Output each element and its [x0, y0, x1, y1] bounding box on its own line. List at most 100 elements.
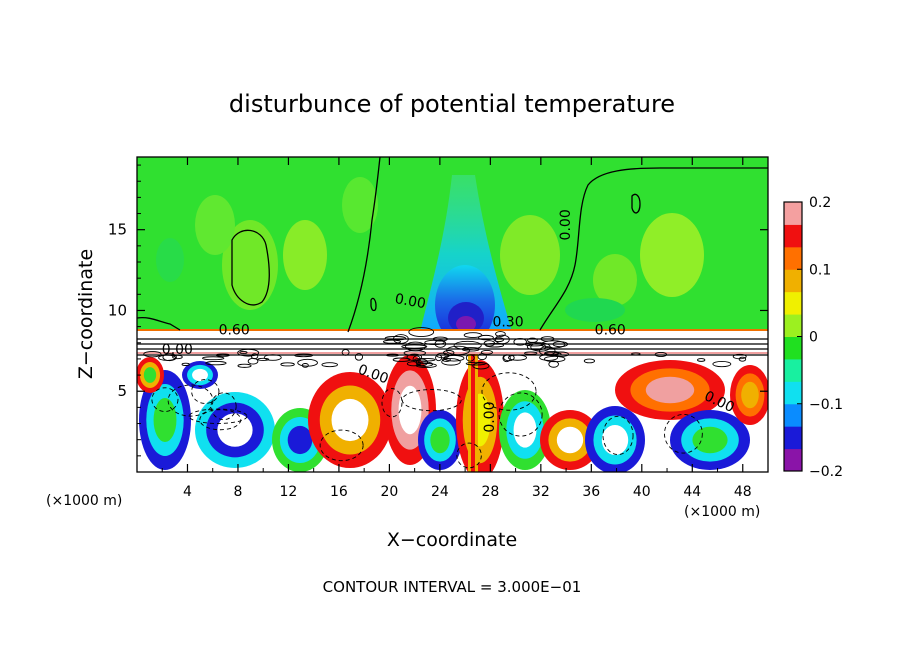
contour-line [205, 360, 227, 366]
field-swirl [692, 426, 728, 454]
field-patch [640, 213, 704, 297]
field-band [137, 329, 768, 331]
contour-line [408, 327, 435, 337]
contour-line [172, 354, 183, 360]
contour-line [507, 354, 527, 361]
contour-line [664, 413, 703, 454]
contour-line [354, 353, 364, 361]
contour-line [181, 362, 190, 366]
colorbar-tick-label: −0.2 [809, 464, 843, 480]
contour-line [540, 336, 555, 342]
contour-line [480, 349, 493, 355]
contour-line [583, 358, 595, 364]
contour-line [493, 337, 505, 343]
contour-line [494, 334, 510, 345]
colorbar-tick-label: 0.1 [809, 262, 831, 278]
contour-line [188, 408, 248, 424]
contour-line [602, 415, 634, 455]
contour-line [321, 362, 338, 368]
contour-line [415, 358, 428, 367]
contour-line [543, 352, 562, 357]
contour-line [548, 360, 559, 368]
contour-line [191, 379, 220, 404]
plot-frame [136, 156, 769, 473]
contour-line [453, 340, 482, 350]
inversion-band [137, 330, 768, 352]
contour-line [210, 392, 237, 421]
field-swirl [287, 425, 313, 455]
contour-line [414, 358, 436, 362]
colorbar-swatch [784, 269, 802, 293]
colorbar-swatch [784, 224, 802, 248]
x-axis-label: X−coordinate [387, 529, 517, 551]
y-axis: 5 10 15 [108, 164, 768, 457]
field-band [137, 352, 768, 355]
contour-line [237, 363, 252, 368]
field-swirl [217, 413, 253, 447]
y-tick-label: 15 [108, 221, 127, 239]
contour-line [424, 339, 445, 346]
contour-line [247, 357, 259, 365]
x-tick-label: 24 [431, 484, 449, 500]
contour-line [654, 352, 668, 357]
field-swirl [430, 426, 450, 454]
field-swirl [143, 367, 157, 383]
contour-line [712, 360, 732, 368]
contour-line [631, 352, 641, 356]
field-patch [222, 220, 278, 310]
colorbar-swatch [784, 202, 802, 225]
contour-noise [143, 327, 747, 469]
y-tick-label: 5 [117, 382, 127, 400]
contour-line [481, 372, 537, 411]
x-tick-label: 48 [734, 484, 752, 500]
contour-line [436, 352, 450, 359]
x-tick-label: 4 [183, 484, 192, 500]
field-patch [156, 238, 184, 282]
contour-line [544, 355, 566, 363]
contour-line [401, 344, 428, 349]
contour-line [472, 362, 490, 370]
field-swirl [556, 426, 584, 454]
field-swirl [601, 425, 629, 455]
colorbar-swatch [784, 336, 802, 360]
lower-swirls [137, 354, 768, 472]
contour-label: 0.00 [394, 291, 427, 312]
contour-line [530, 342, 551, 352]
field-swirl [192, 368, 208, 382]
contour-line [231, 229, 270, 306]
contour-line [539, 167, 768, 331]
y-axis-label: Z−coordinate [75, 249, 97, 379]
x-tick-label: 28 [481, 484, 499, 500]
colorbar-swatch [784, 291, 802, 315]
contour-line [415, 363, 437, 369]
contour-line [465, 354, 475, 362]
contour-line [406, 353, 423, 361]
contour-line [370, 297, 377, 312]
contour-line [162, 353, 177, 362]
colorbar-swatch [784, 426, 802, 450]
contour-line [294, 353, 314, 358]
field-swirl [513, 412, 537, 448]
contour-label: 0.00 [558, 209, 574, 240]
x-axis: 4 8 12 16 20 24 28 32 36 40 44 48 [161, 157, 752, 500]
field-patch [565, 298, 625, 322]
contour-line [341, 349, 350, 356]
contour-line [441, 358, 461, 366]
colorbar-swatch [784, 448, 802, 472]
contour-line [442, 357, 451, 362]
chart-title: disturbunce of potential temperature [229, 90, 675, 118]
field-patch [500, 215, 560, 295]
contour-line [385, 353, 400, 357]
contour-line [498, 392, 543, 437]
colorbar-swatch [784, 381, 802, 405]
contour-line [301, 363, 309, 368]
x-tick-label: 32 [532, 484, 550, 500]
contour-line [524, 342, 545, 347]
contour-interval-note: CONTOUR INTERVAL = 3.000E−01 [323, 578, 582, 596]
x-tick-label: 12 [280, 484, 298, 500]
colorbar-swatch [784, 246, 802, 270]
colorbar-swatch [784, 403, 802, 427]
field-patch [342, 177, 378, 233]
field-patch [195, 195, 235, 255]
